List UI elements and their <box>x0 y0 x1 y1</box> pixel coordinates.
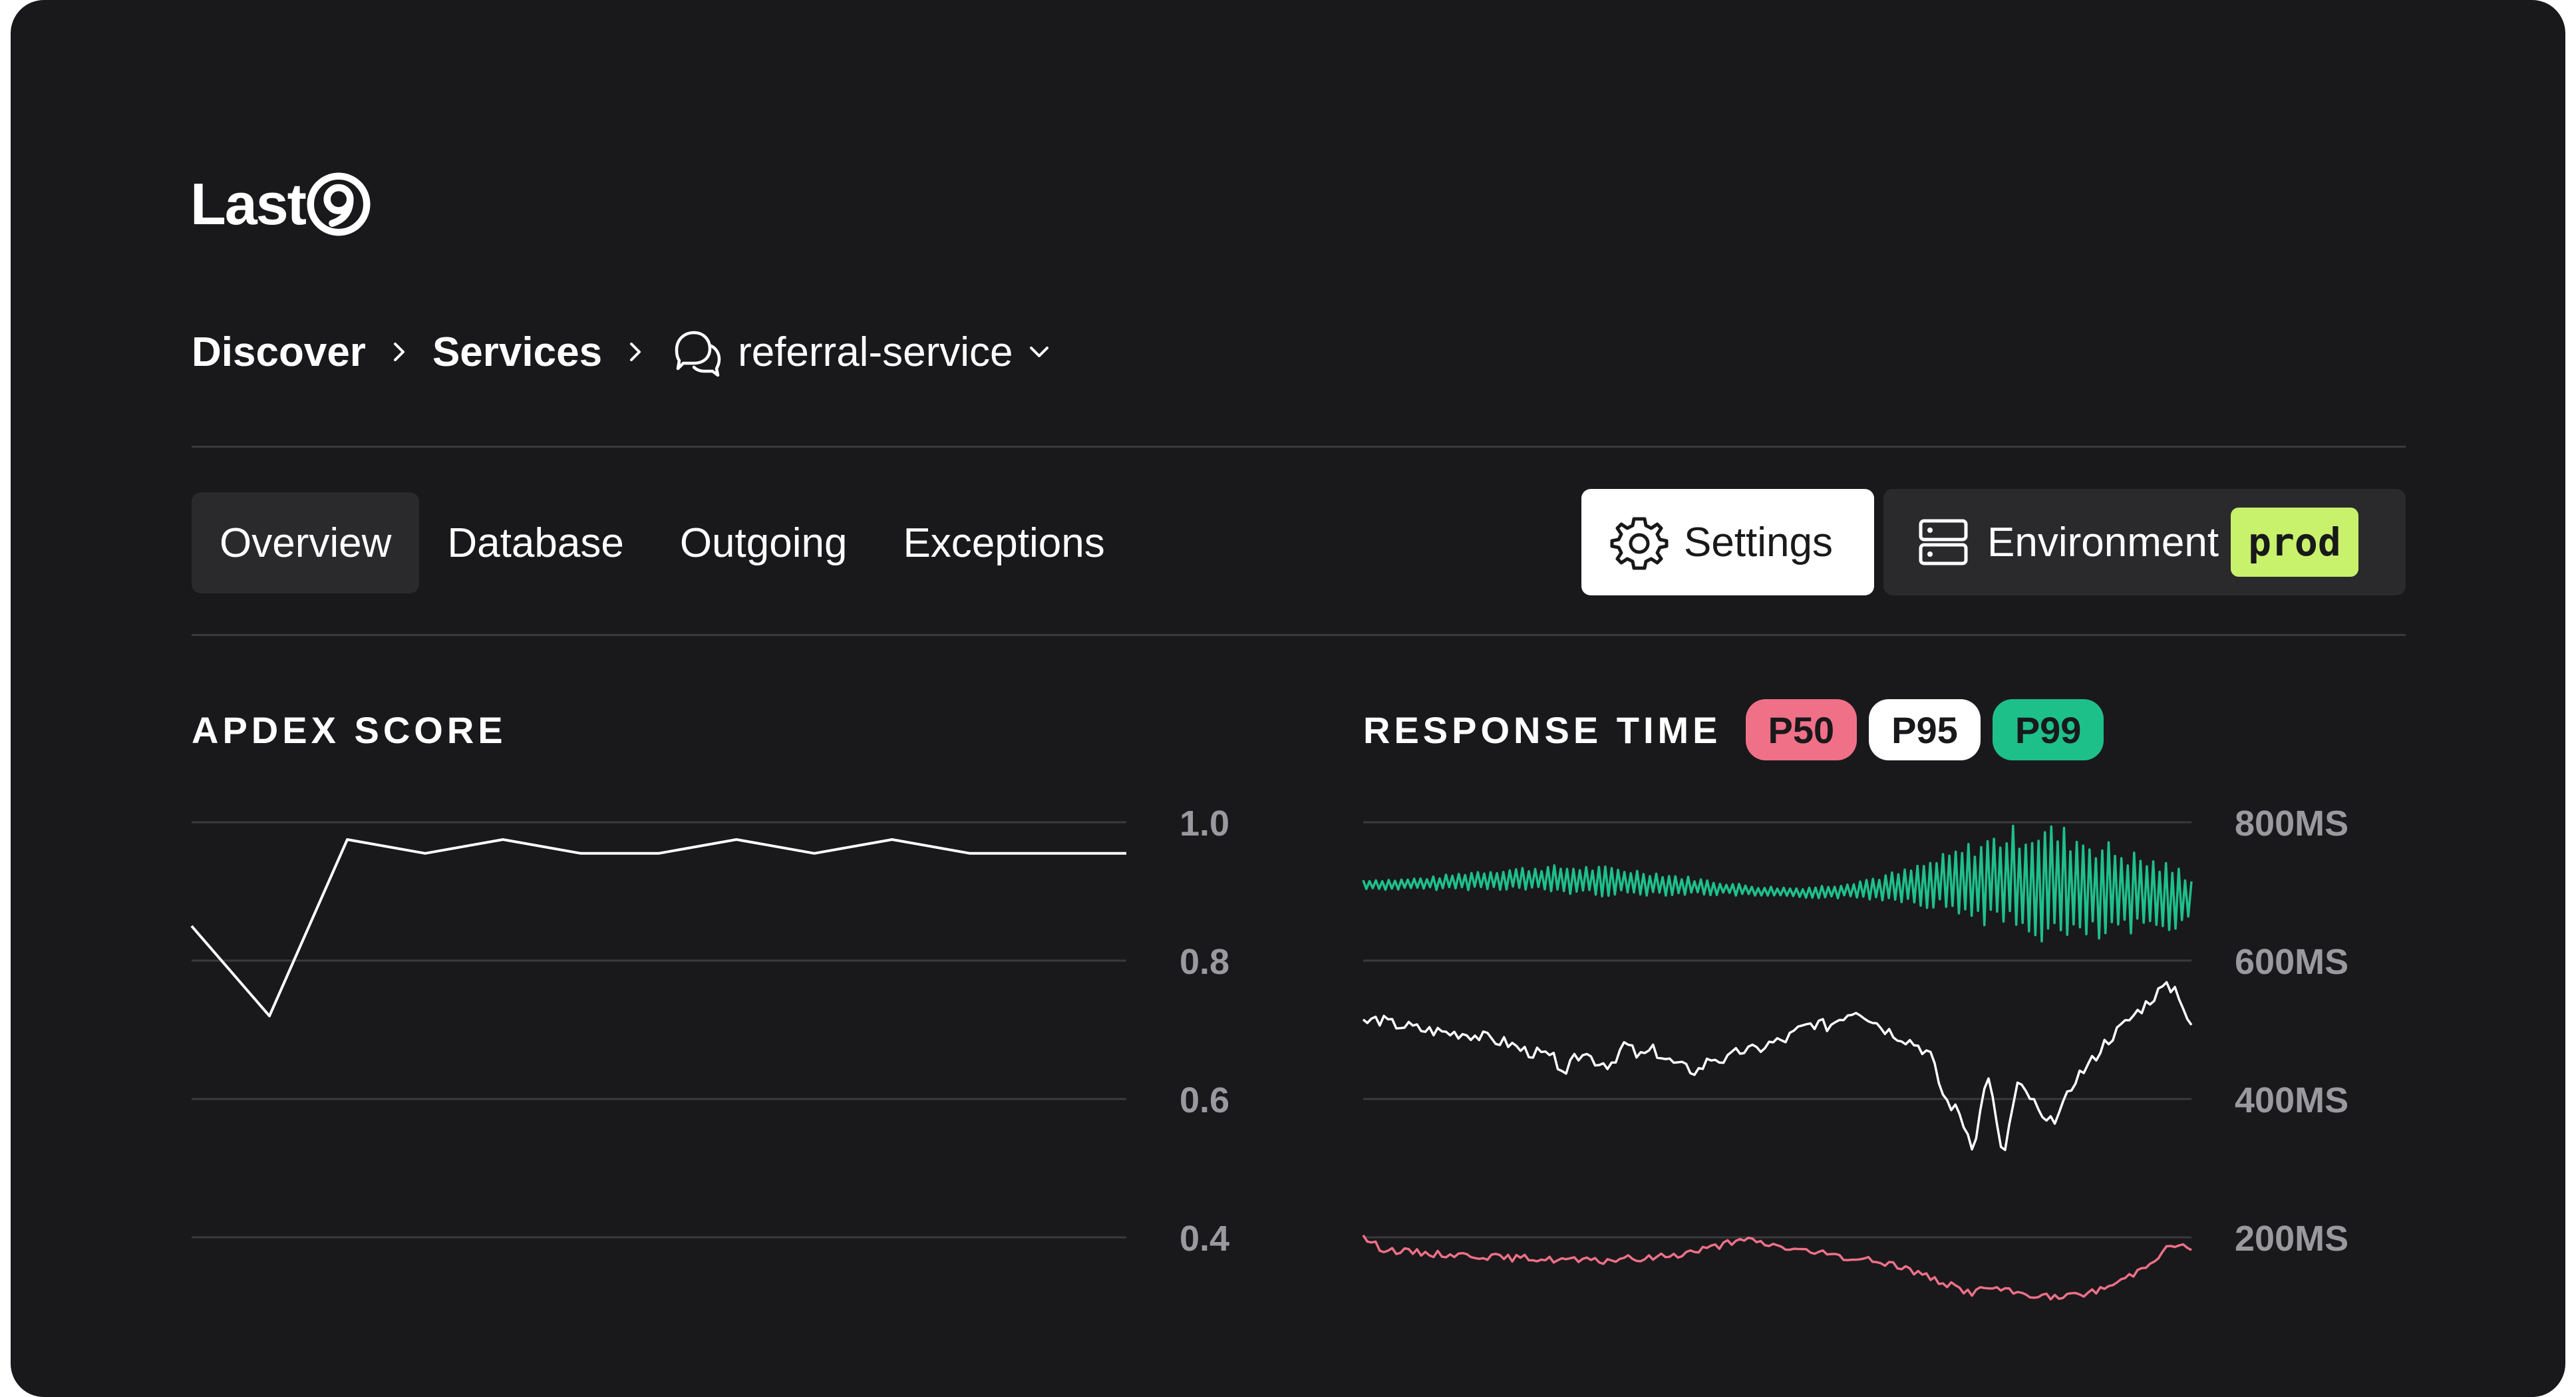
server-icon <box>1919 519 1968 565</box>
apdex-title: APDEX SCORE <box>192 708 507 751</box>
y-tick-label: 600MS <box>2235 942 2348 982</box>
y-tick-label: 400MS <box>2235 1080 2348 1120</box>
breadcrumb-services[interactable]: Services <box>432 329 603 375</box>
breadcrumb: Discover Services referral-service <box>192 322 1052 382</box>
chevron-right-icon <box>393 343 404 361</box>
legend-p99[interactable]: P99 <box>1992 699 2104 760</box>
main-card: Last Discover Services referral-service … <box>11 0 2565 1397</box>
tab-bar: Overview Database Outgoing Exceptions <box>192 492 1133 593</box>
chevron-right-icon <box>630 343 641 361</box>
chevron-down-icon[interactable] <box>1026 339 1052 365</box>
legend-p95[interactable]: P95 <box>1869 699 1981 760</box>
p95-series-line <box>1362 981 2193 1152</box>
tab-outgoing[interactable]: Outgoing <box>679 520 848 566</box>
logo-text: Last <box>190 171 307 237</box>
app-logo[interactable]: Last <box>190 168 371 241</box>
environment-label: Environment <box>1987 519 2219 565</box>
settings-label: Settings <box>1684 519 1834 565</box>
divider <box>192 634 2406 636</box>
y-tick-label: 1.0 <box>1180 804 1229 844</box>
p50-series-line <box>1362 1234 2192 1301</box>
apdex-series-line <box>190 838 1126 1018</box>
response-time-chart: 800MS 600MS 400MS 200MS <box>1362 804 2348 1301</box>
legend-p50[interactable]: P50 <box>1745 699 1857 760</box>
y-tick-label: 0.6 <box>1180 1080 1229 1120</box>
gear-icon <box>1610 517 1669 570</box>
environment-badge: prod <box>2231 508 2358 577</box>
y-tick-label: 0.4 <box>1180 1219 1229 1259</box>
divider <box>192 446 2406 448</box>
settings-button[interactable]: Settings <box>1581 489 1874 595</box>
tab-overview[interactable]: Overview <box>192 492 420 593</box>
tab-database[interactable]: Database <box>447 520 624 566</box>
breadcrumb-discover[interactable]: Discover <box>192 329 366 375</box>
p99-series-line <box>1362 824 2193 943</box>
tab-exceptions[interactable]: Exceptions <box>903 520 1105 566</box>
apdex-chart: 1.0 0.8 0.6 0.4 <box>190 804 1229 1259</box>
chat-bubbles-icon <box>675 331 721 377</box>
logo-nine-icon <box>307 172 371 236</box>
y-tick-label: 800MS <box>2235 804 2348 844</box>
y-tick-label: 0.8 <box>1180 942 1229 982</box>
response-time-header: RESPONSE TIME P50 P95 P99 <box>1363 699 2104 760</box>
y-tick-label: 200MS <box>2235 1219 2348 1259</box>
response-time-title: RESPONSE TIME <box>1363 708 1722 751</box>
environment-selector[interactable]: Environment prod <box>1883 489 2406 595</box>
breadcrumb-current-service[interactable]: referral-service <box>738 329 1013 375</box>
